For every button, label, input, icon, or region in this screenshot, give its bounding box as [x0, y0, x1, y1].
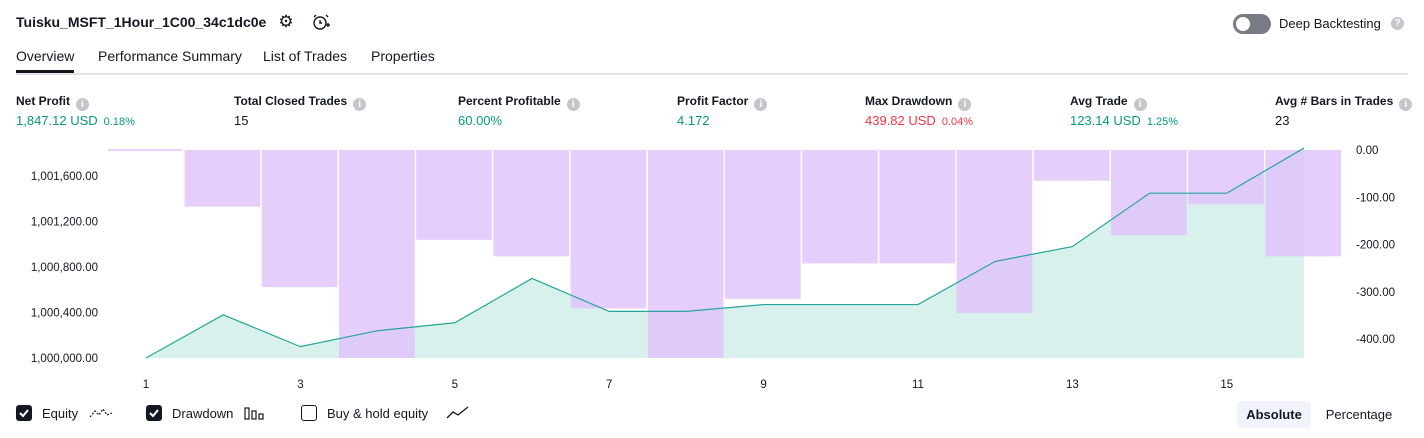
stat-value-text: 23: [1275, 113, 1290, 128]
stat-value: 4.172: [677, 113, 710, 128]
info-icon[interactable]: ?: [1391, 17, 1404, 30]
equity-line: [145, 147, 1305, 359]
info-icon[interactable]: i: [754, 98, 768, 111]
alarm-clock-plus-icon: [313, 14, 330, 30]
tab-overview[interactable]: Overview: [16, 48, 75, 73]
stat-label: Profit Factor i: [677, 94, 768, 111]
drawdown-bar: [1111, 150, 1187, 236]
stat-label-text: Avg Trade: [1070, 94, 1128, 108]
stat-label: Total Closed Trades i: [234, 94, 367, 111]
add-alert-icon[interactable]: [311, 12, 331, 32]
stat-label: Avg Trade i: [1070, 94, 1147, 111]
stat-percent: 0.18%: [103, 116, 135, 128]
stat-label-text: Profit Factor: [677, 94, 749, 108]
trend-line-icon: [446, 406, 469, 419]
tab-properties[interactable]: Properties: [371, 48, 435, 64]
stat-value: 15: [234, 113, 248, 128]
drawdown-bar: [416, 150, 492, 240]
stat-value: 1,847.12 USD 0.18%: [16, 113, 135, 128]
drawdown-bar: [1265, 150, 1342, 257]
drawdown-bar: [493, 150, 570, 257]
x-axis-tick-label: 7: [606, 379, 612, 391]
x-axis-tick-label: 3: [297, 379, 303, 391]
stat-value-text: 4.172: [677, 113, 710, 128]
tab-list-of-trades[interactable]: List of Trades: [263, 48, 348, 64]
left-axis-tick-label: 1,001,200.00: [31, 217, 98, 229]
stat-label: Percent Profitable i: [458, 94, 580, 111]
equity-line-icon: [89, 407, 113, 418]
drawdown-bar: [956, 150, 1033, 314]
strategy-title: Tuisku_MSFT_1Hour_1C00_34c1dc0e: [16, 14, 267, 30]
x-axis-tick-label: 5: [452, 379, 458, 391]
stat-label: Max Drawdown i: [865, 94, 972, 111]
stat-label-text: Percent Profitable: [458, 94, 561, 108]
info-icon[interactable]: i: [1399, 98, 1413, 111]
drawdown-bar: [647, 150, 724, 358]
absolute-button[interactable]: Absolute: [1237, 401, 1311, 428]
x-axis-tick-label: 1: [143, 379, 149, 391]
stat-value: 123.14 USD 1.25%: [1070, 113, 1178, 128]
buy-hold-checkbox[interactable]: [301, 405, 317, 421]
deep-backtesting-toggle[interactable]: [1233, 14, 1271, 34]
x-axis-tick-label: 15: [1220, 379, 1233, 391]
right-axis-tick-label: -300.00: [1356, 287, 1395, 299]
deep-backtesting-label: Deep Backtesting: [1279, 16, 1381, 31]
drawdown-bar: [725, 150, 801, 299]
checkmark-icon: [149, 409, 159, 418]
stat-label-text: Max Drawdown: [865, 94, 953, 108]
info-icon[interactable]: i: [566, 98, 580, 111]
stat-label-text: Avg # Bars in Trades: [1275, 94, 1394, 108]
stat-label: Avg # Bars in Trades i: [1275, 94, 1413, 111]
info-icon[interactable]: i: [1133, 98, 1147, 111]
info-icon[interactable]: i: [76, 98, 89, 111]
info-icon[interactable]: i: [958, 98, 972, 111]
stat-value: 60.00%: [458, 113, 502, 128]
stat-label-text: Total Closed Trades: [234, 94, 348, 108]
checkmark-icon: [19, 409, 29, 418]
stat-value: 23: [1275, 113, 1289, 128]
drawdown-bar: [802, 150, 878, 264]
stat-value-text: 15: [234, 113, 249, 128]
drawdown-bar: [1033, 150, 1110, 181]
stat-value-text: 439.82 USD: [865, 113, 936, 128]
drawdown-bar: [261, 150, 338, 288]
x-axis-tick-label: 9: [760, 379, 766, 391]
drawdown-checkbox[interactable]: [146, 405, 162, 421]
right-axis-tick-label: -200.00: [1356, 240, 1395, 252]
stat-percent: 1.25%: [1146, 116, 1179, 128]
x-axis-tick-label: 13: [1066, 379, 1079, 391]
settings-gear-icon[interactable]: ⚙: [278, 12, 294, 31]
drawdown-bar: [1188, 150, 1264, 205]
stat-value: 439.82 USD 0.04%: [865, 113, 973, 128]
left-axis-tick-label: 1,000,000.00: [31, 353, 98, 365]
stat-label: Net Profit i: [16, 94, 89, 111]
drawdown-bar: [570, 150, 647, 309]
stat-value-text: 123.14 USD: [1070, 113, 1141, 128]
right-axis-tick-label: -100.00: [1356, 192, 1395, 204]
equity-checkbox[interactable]: [16, 405, 32, 421]
stat-label-text: Net Profit: [16, 94, 70, 108]
drawdown-legend-label: Drawdown: [172, 406, 234, 421]
info-icon[interactable]: i: [353, 98, 367, 111]
equity-legend-label: Equity: [42, 406, 79, 421]
stat-value-text: 60.00%: [458, 113, 503, 128]
drawdown-bar: [184, 150, 261, 207]
toggle-knob: [1236, 17, 1250, 31]
drawdown-bar: [879, 150, 956, 264]
stat-percent: 0.04%: [941, 116, 974, 128]
x-axis-tick-label: 11: [912, 379, 924, 391]
right-axis-tick-label: -400.00: [1356, 334, 1395, 346]
tab-divider: [16, 73, 1408, 75]
right-axis-tick-label: 0.00: [1356, 145, 1378, 157]
percentage-button[interactable]: Percentage: [1325, 407, 1393, 422]
left-axis-tick-label: 1,001,600.00: [31, 171, 98, 183]
left-axis-tick-label: 1,000,800.00: [31, 262, 98, 274]
stat-value-text: 1,847.12 USD: [16, 113, 98, 128]
left-axis-tick-label: 1,000,400.00: [31, 308, 98, 320]
tab-performance-summary[interactable]: Performance Summary: [98, 48, 242, 64]
bar-chart-icon: [244, 407, 264, 420]
equity-drawdown-chart[interactable]: 1,000,000.00 1,000,400.00 1,000,800.00 1,00…: [0, 140, 1424, 395]
drawdown-bar: [339, 150, 415, 358]
buy-hold-legend-label: Buy & hold equity: [327, 406, 429, 421]
